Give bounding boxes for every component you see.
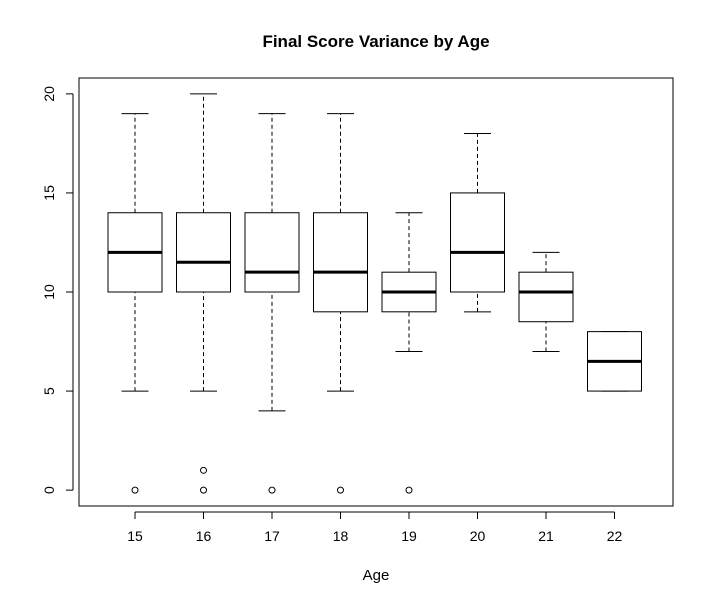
x-tick-label: 19 [401, 528, 417, 544]
box-15 [107, 113, 163, 494]
box-17 [244, 113, 300, 494]
boxes-layer [107, 93, 642, 494]
outlier-point [337, 486, 344, 494]
y-tick-label: 0 [41, 486, 57, 494]
x-tick-label: 20 [470, 528, 486, 544]
outlier-point [268, 486, 276, 494]
x-axis-label: Age [363, 567, 390, 584]
y-tick-label: 10 [41, 284, 57, 300]
box-rect [244, 212, 300, 293]
box-19 [381, 212, 437, 494]
box-22 [587, 331, 642, 392]
box-18 [313, 113, 368, 494]
box-21 [518, 251, 574, 352]
x-tick-label: 22 [607, 528, 623, 544]
y-axis: 0 5 10 15 20 [41, 86, 74, 494]
box-rect [450, 192, 505, 293]
y-tick-label: 15 [41, 185, 57, 201]
plot-frame [78, 77, 674, 507]
x-axis: 15 16 17 18 19 20 21 22 [127, 511, 623, 544]
x-tick-label: 18 [333, 528, 349, 544]
outlier-point [405, 486, 413, 494]
y-tick-label: 20 [41, 86, 57, 102]
box-20 [450, 132, 505, 313]
x-tick-label: 17 [264, 528, 280, 544]
outlier-point [200, 486, 207, 494]
box-rect [176, 212, 231, 293]
x-tick-label: 21 [538, 528, 554, 544]
box-rect [518, 271, 574, 323]
x-tick-label: 16 [196, 528, 212, 544]
box-rect [313, 212, 368, 313]
chart-title: Final Score Variance by Age [262, 32, 489, 51]
box-16 [176, 93, 231, 494]
outlier-point [200, 466, 207, 474]
x-tick-label: 15 [127, 528, 143, 544]
y-tick-label: 5 [41, 387, 57, 395]
outlier-point [131, 486, 139, 494]
